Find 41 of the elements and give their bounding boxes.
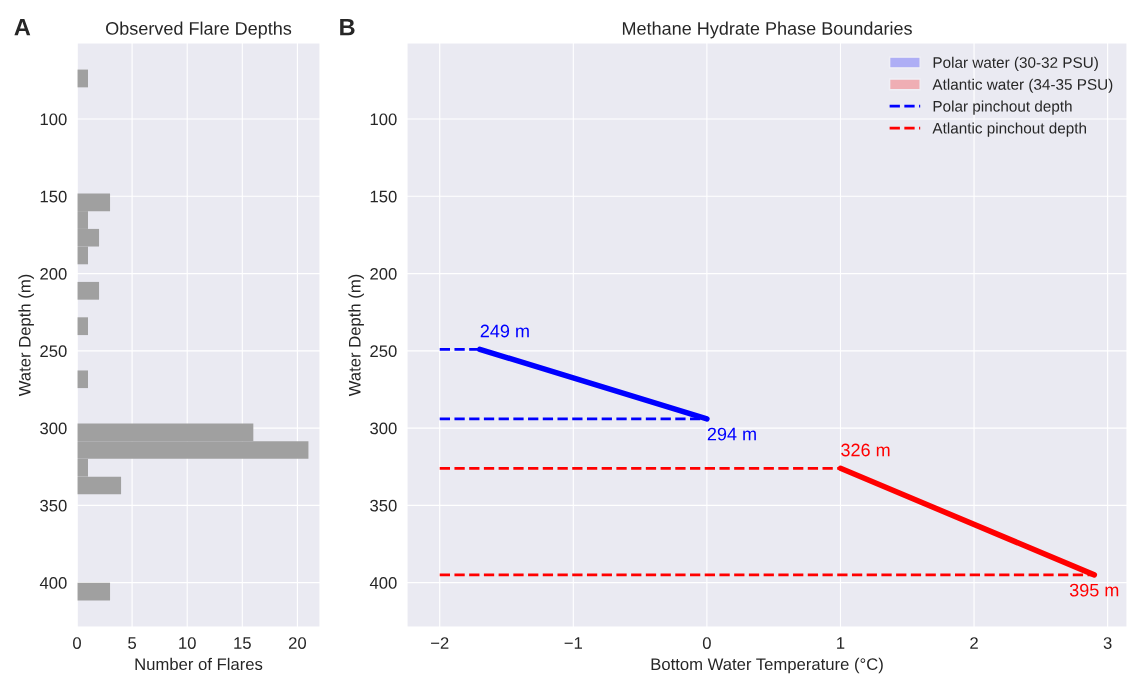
- x-tick-label: 20: [288, 637, 307, 649]
- chart-title: Observed Flare Depths: [106, 21, 292, 39]
- x-tick-label: 3: [1103, 637, 1112, 649]
- annotation: 294 m: [707, 427, 756, 441]
- x-axis-title: Number of Flares: [135, 657, 263, 671]
- x-tick-label: 1: [837, 637, 845, 649]
- y-tick-label: 200: [40, 267, 67, 280]
- x-tick-label: 0: [702, 637, 711, 649]
- legend-label: Atlantic pinchout depth: [932, 122, 1086, 137]
- y-tick-label: 400: [369, 577, 397, 589]
- text: B: [340, 18, 355, 36]
- y-axis-title: Water Depth (m): [18, 274, 34, 397]
- y-tick-label: 300: [40, 422, 67, 435]
- y-tick-label: 400: [39, 577, 67, 589]
- annotation: 326 m: [841, 443, 890, 457]
- y-tick-label: 150: [370, 190, 397, 203]
- y-tick-label: 250: [40, 345, 67, 358]
- annotation: 249 m: [480, 324, 529, 338]
- x-tick-label: 15: [234, 637, 251, 649]
- y-tick-label: 100: [370, 113, 397, 126]
- chart-title: Methane Hydrate Phase Boundaries: [622, 21, 912, 39]
- legend-label: Atlantic water (34-35 PSU): [932, 78, 1113, 93]
- annotation: 395 m: [1069, 583, 1119, 597]
- y-tick-label: 350: [370, 499, 397, 512]
- y-tick-label: 100: [40, 113, 67, 126]
- y-axis-title: Water Depth (m): [348, 274, 364, 397]
- y-tick-label: 200: [370, 267, 397, 280]
- y-tick-label: 250: [370, 345, 397, 358]
- x-tick-label: −2: [431, 637, 449, 649]
- y-tick-label: 350: [40, 499, 67, 512]
- x-axis-title: Bottom Water Temperature (°C): [651, 657, 883, 674]
- x-tick-label: 10: [179, 637, 196, 649]
- x-tick-label: 2: [970, 637, 978, 649]
- legend-label: Polar pinchout depth: [933, 100, 1072, 115]
- text: A: [14, 18, 31, 36]
- x-tick-label: −1: [564, 637, 582, 649]
- y-tick-label: 150: [40, 190, 67, 203]
- legend-label: Polar water (30-32 PSU): [933, 56, 1098, 71]
- x-tick-label: 0: [73, 637, 81, 649]
- x-tick-label: 5: [128, 637, 137, 649]
- y-tick-label: 300: [370, 422, 397, 435]
